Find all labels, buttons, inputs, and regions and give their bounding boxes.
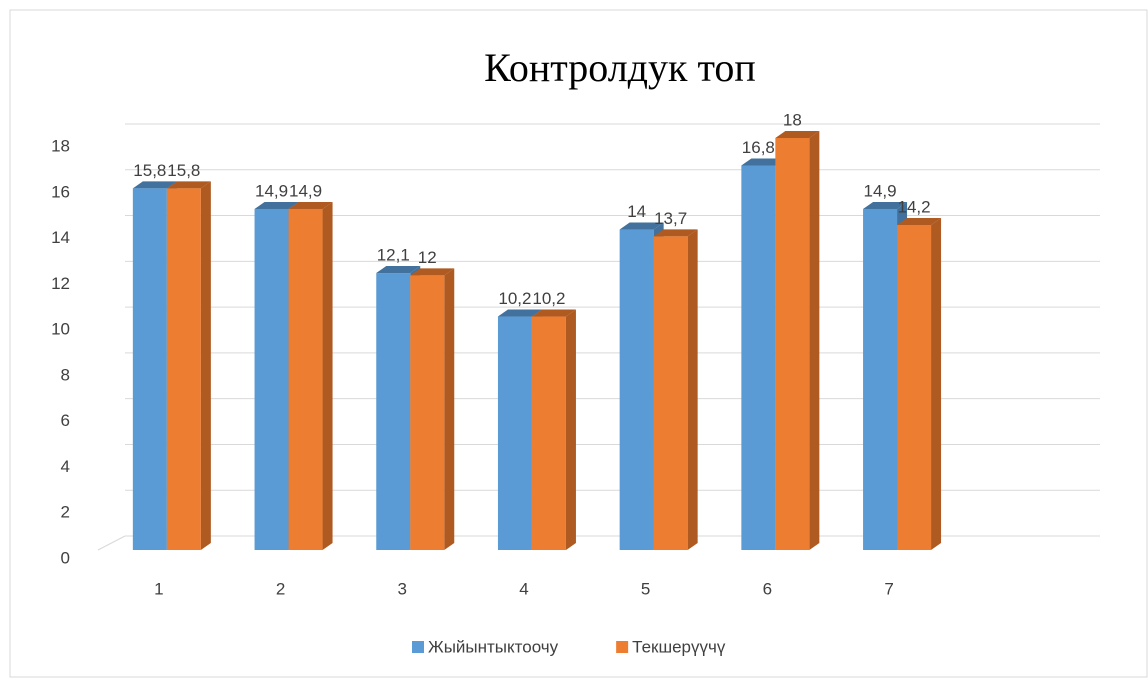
bar-front (897, 224, 932, 550)
data-label: 12 (418, 248, 437, 267)
data-label: 16,8 (742, 138, 775, 157)
bar-top (497, 309, 542, 317)
data-label: 13,7 (654, 209, 687, 228)
data-label: 10,2 (532, 289, 565, 308)
bar (166, 181, 211, 550)
bar-top (653, 229, 698, 237)
bar-front (741, 165, 776, 550)
bar-top (254, 201, 299, 209)
bar-top (288, 201, 333, 209)
bar-top (410, 268, 455, 276)
bar (531, 309, 576, 550)
bar (410, 268, 455, 550)
bar (897, 217, 942, 550)
x-tick-label: 7 (884, 579, 893, 598)
x-tick-label: 2 (276, 579, 285, 598)
x-tick-label: 6 (763, 579, 772, 598)
legend-label: Жыйынтыктоочу (428, 637, 559, 656)
data-label: 14,2 (898, 197, 931, 216)
bar-front (376, 273, 411, 550)
data-label: 10,2 (498, 289, 531, 308)
bar-front (166, 188, 201, 550)
bar-side (687, 229, 698, 550)
data-label: 14,9 (255, 181, 288, 200)
y-tick-label: 18 (51, 136, 70, 155)
legend-swatch (616, 641, 629, 653)
bar-front (531, 316, 566, 550)
bar-top (775, 131, 820, 138)
bar-front (497, 316, 532, 550)
y-tick-label: 2 (61, 503, 70, 522)
bar-side (322, 201, 333, 550)
x-tick-label: 3 (398, 579, 407, 598)
bar-front (653, 236, 688, 550)
x-tick-label: 1 (154, 579, 163, 598)
bar-top (376, 266, 421, 274)
data-label: 15,8 (167, 161, 200, 180)
y-tick-label: 0 (61, 548, 70, 567)
bar-top (132, 181, 177, 189)
bar-front (863, 208, 898, 550)
bar-front (775, 138, 810, 550)
bar-front (288, 208, 323, 550)
bar-top (166, 181, 211, 189)
data-label: 14 (627, 202, 646, 221)
data-label: 18 (783, 110, 802, 129)
bar (775, 131, 820, 550)
y-tick-label: 10 (51, 320, 70, 339)
y-tick-label: 4 (61, 457, 70, 476)
y-tick-label: 6 (61, 411, 70, 430)
bar-top (741, 158, 786, 166)
y-tick-label: 8 (61, 365, 70, 384)
bar-side (200, 181, 211, 550)
bar-front (410, 275, 445, 550)
y-tick-label: 14 (51, 228, 70, 247)
bar-side (931, 217, 942, 550)
bar (288, 201, 333, 550)
floor-edge (97, 535, 126, 551)
x-tick-label: 5 (641, 579, 650, 598)
data-label: 15,8 (133, 161, 166, 180)
bar-side (444, 268, 455, 550)
bar-top (619, 222, 664, 230)
bar-top (531, 309, 576, 317)
bar-side (565, 309, 576, 550)
bar-top (863, 201, 908, 209)
legend-label: Текшерүүчү (632, 637, 726, 656)
bar-front (619, 229, 654, 551)
bar-front (132, 188, 167, 550)
y-tick-label: 16 (51, 182, 70, 201)
bar-side (809, 131, 820, 550)
data-label: 14,9 (289, 181, 322, 200)
data-label: 12,1 (377, 246, 410, 265)
chart-title: Контролдук топ (484, 45, 756, 90)
bar-front (254, 208, 289, 550)
y-tick-label: 12 (51, 274, 70, 293)
legend-swatch (412, 641, 424, 653)
bar (653, 229, 698, 550)
x-tick-label: 4 (519, 579, 528, 598)
bar-top (897, 217, 942, 225)
data-label: 14,9 (864, 181, 897, 200)
